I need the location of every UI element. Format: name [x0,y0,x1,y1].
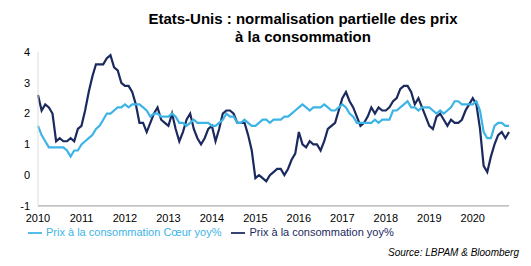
svg-text:0: 0 [24,169,30,181]
svg-text:2020: 2020 [461,212,485,224]
svg-text:2013: 2013 [156,212,180,224]
html-text:Prix à la consommation yoy%: Prix à la consommation yoy% [249,225,394,238]
svg-text:2014: 2014 [200,212,224,224]
svg-text:2017: 2017 [330,212,354,224]
html-text:Prix à la consommation Cœur yo: Prix à la consommation Cœur yoy% [46,225,222,238]
svg-text:2016: 2016 [287,212,311,224]
html-text:Etats-Unis : normalisation par: Etats-Unis : normalisation partielle des… [148,10,458,45]
svg-text:2010: 2010 [26,212,50,224]
svg-text:2012: 2012 [113,212,137,224]
svg-text:3: 3 [24,77,30,89]
html-text:Source: LBPAM & Bloomberg: Source: LBPAM & Bloomberg [388,247,519,258]
svg-text:2019: 2019 [417,212,441,224]
svg-text:2018: 2018 [374,212,398,224]
svg-text:1: 1 [24,138,30,150]
svg-text:2011: 2011 [70,212,94,224]
svg-text:-1: -1 [20,200,30,212]
svg-text:2: 2 [24,107,30,119]
svg-text:4: 4 [24,46,30,58]
svg-text:2015: 2015 [243,212,267,224]
